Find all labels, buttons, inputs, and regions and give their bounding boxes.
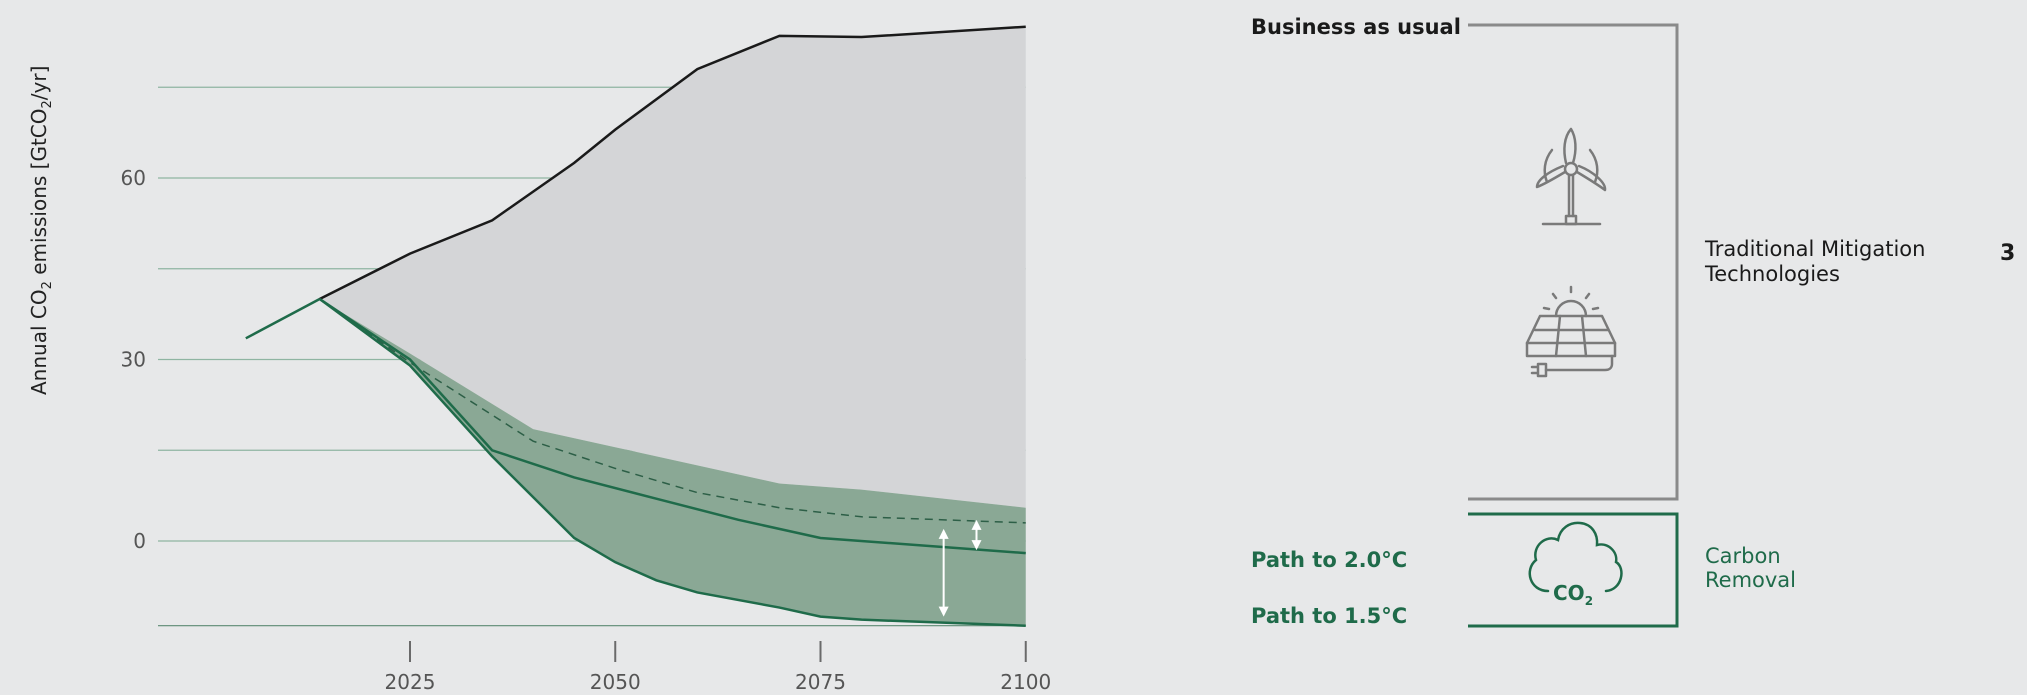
arrow-large: [938, 528, 949, 617]
chart-axes: 2025 2050 2075 2100 0 30 60: [121, 166, 1052, 694]
svg-text:CO2: CO2: [1553, 581, 1593, 608]
y-tick-label: 60: [121, 166, 146, 190]
side-panel-bg: [1224, 0, 2027, 695]
series-label-2-0-side: Path to 2.0°C: [1251, 548, 1407, 572]
x-tick-label: 2100: [1000, 670, 1051, 694]
area-mitigation: [319, 299, 1026, 626]
series-label-bau-side: Business as usual: [1251, 15, 1461, 39]
arrow-small: [971, 519, 982, 551]
line-dashed: [319, 298, 1026, 524]
line-bau: [319, 25, 1026, 301]
chart-arrows: [938, 519, 982, 617]
mitigation-bracket: [1468, 23, 1679, 501]
y-tick-label: 30: [121, 348, 146, 372]
chart-areas: [319, 26, 1026, 626]
mitigation-label: Traditional Mitigation: [1704, 237, 1925, 261]
x-tick-label: 2025: [385, 670, 436, 694]
y-axis-title: Annual CO2 emissions [GtCO2/yr]: [27, 66, 55, 395]
x-tick-label: 2050: [590, 670, 641, 694]
removal-label: Carbon: [1705, 544, 1781, 568]
mitigation-label-2: Technologies: [1704, 262, 1840, 286]
line-path-1-5: [318, 297, 1026, 627]
wind-turbine-icon: [1535, 127, 1607, 226]
line-path-2-0: [318, 297, 1026, 555]
series-label-1-5-side: Path to 1.5°C: [1251, 604, 1407, 628]
removal-label-2: Removal: [1705, 568, 1796, 592]
x-tick-label: 2075: [795, 670, 846, 694]
page-number: 3: [2000, 241, 2015, 266]
co2-cloud-icon: CO2: [1528, 521, 1623, 608]
y-tick-label: 0: [133, 529, 146, 553]
line-historical: [245, 297, 321, 340]
chart-lines: [245, 25, 1026, 627]
removal-bracket: [1468, 512, 1679, 628]
solar-panel-icon: [1525, 285, 1617, 378]
area-bau: [319, 26, 1026, 508]
